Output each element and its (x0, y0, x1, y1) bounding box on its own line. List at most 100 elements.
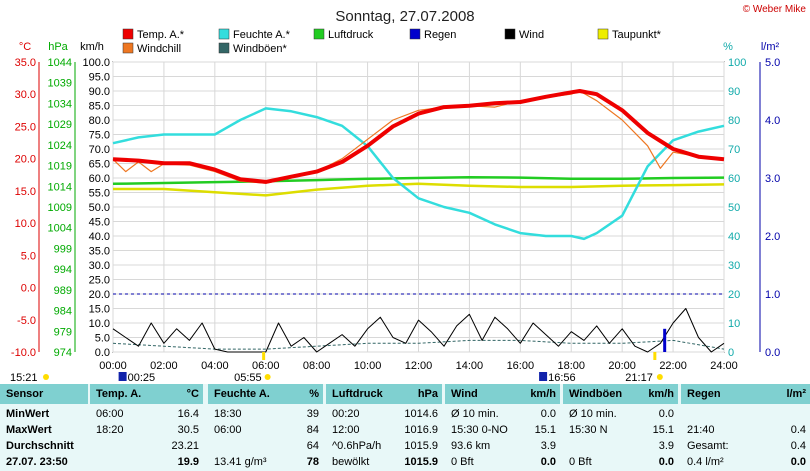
press-tick-label: 1024 (48, 140, 72, 152)
press-tick-label: 1034 (48, 98, 72, 110)
time-tick-label: 22:00 (659, 360, 687, 372)
stats-header-label: Luftdruck (332, 388, 383, 400)
stats-row-label: MinWert (6, 408, 50, 420)
wind-tick-label: 65.0 (89, 159, 110, 171)
series-line (112, 308, 725, 353)
time-tick-label: 10:00 (354, 360, 382, 372)
hum-tick-label: 40 (728, 231, 740, 243)
moonset-time: 00:25 (128, 372, 156, 384)
wind-tick-label: 15.0 (89, 304, 110, 316)
stats-cell-note: 0.4 l/m² (687, 456, 724, 468)
stats-cell-note: 0 Bft (569, 456, 592, 468)
temp-tick-label: 10.0 (15, 218, 36, 230)
legend-swatch (122, 28, 134, 40)
stats-table: Sensor Temp. A. °C Feuchte A.% Luftdruck hPa W… (0, 384, 810, 471)
wind-tick-label: 100.0 (82, 57, 110, 69)
stats-header-label: Regen (687, 388, 721, 400)
press-unit-label: hPa (48, 41, 68, 53)
rain-tick-label: 0.0 (765, 347, 780, 359)
time-tick-label: 06:00 (252, 360, 280, 372)
series-line (112, 89, 725, 184)
stats-cell-note: Gesamt: (687, 440, 729, 452)
stats-cell-value: 3.9 (540, 440, 556, 452)
wind-tick-label: 0.0 (95, 347, 110, 359)
stats-header-bg (563, 384, 678, 404)
stats-cell-value: 78 (306, 456, 319, 468)
copyright-text: © Weber Mike (743, 4, 807, 15)
temp-tick-label: 25.0 (15, 121, 36, 133)
wind-unit-label: km/h (80, 41, 104, 53)
temp-tick-label: -10.0 (11, 347, 36, 359)
press-tick-label: 1004 (48, 223, 72, 235)
wind-tick-label: 90.0 (89, 86, 110, 98)
legend-label: Windchill (137, 43, 181, 55)
stats-header-label: Feuchte A. (214, 388, 270, 400)
sun-moon-row: 15:21 00:25 05:55 16:56 21:17 (10, 352, 663, 384)
hum-tick-label: 100 (728, 57, 746, 69)
stats-cell-value: 19.9 (177, 456, 199, 468)
wind-tick-label: 80.0 (89, 115, 110, 127)
stats-cell-note: bewölkt (332, 456, 370, 468)
stats-cell-value: 0.0 (658, 408, 674, 420)
legend-swatch (504, 28, 516, 40)
stats-header-bg (90, 384, 203, 404)
stats-header-unit: % (309, 388, 319, 400)
stats-cell-value: 0.0 (540, 456, 556, 468)
hum-tick-label: 50 (728, 202, 740, 214)
legend-swatch (597, 28, 609, 40)
stats-header-bg (326, 384, 442, 404)
wind-tick-label: 95.0 (89, 72, 110, 84)
hum-tick-label: 10 (728, 318, 740, 330)
sunset-time: 21:17 (625, 372, 653, 384)
stats-cell-value: 1015.9 (404, 456, 438, 468)
stats-cell-note: 18:20 (96, 424, 124, 436)
grid-lines (112, 61, 725, 353)
stats-cell-note: 00:20 (332, 408, 360, 420)
chart-legend: Temp. A.* Feuchte A.* Luftdruck Regen Wind Ta… (122, 28, 662, 55)
time-tick-label: 02:00 (150, 360, 178, 372)
legend-swatch (409, 28, 421, 40)
time-tick-label: 24:00 (710, 360, 738, 372)
stats-cell-note: ^0.6hPa/h (332, 440, 382, 452)
stats-header-bg (681, 384, 810, 404)
stats-header-unit: km/h (648, 388, 674, 400)
stats-cell-note: 15:30 N (569, 424, 608, 436)
temp-tick-label: 30.0 (15, 89, 36, 101)
stats-cell-value: 64 (306, 440, 319, 452)
legend-label: Taupunkt* (612, 29, 662, 41)
legend-swatch (122, 42, 134, 54)
wind-tick-label: 25.0 (89, 275, 110, 287)
press-tick-label: 1019 (48, 161, 72, 173)
press-tick-label: 1029 (48, 119, 72, 131)
time-tick-label: 12:00 (405, 360, 433, 372)
press-tick-label: 979 (54, 326, 72, 338)
rain-tick-label: 4.0 (765, 115, 780, 127)
sun-icon (43, 374, 49, 380)
legend-swatch (218, 28, 230, 40)
wind-tick-label: 30.0 (89, 260, 110, 272)
stats-cell-value: 0.4 (790, 424, 806, 436)
stats-cell-note: 13.41 g/m³ (214, 456, 267, 468)
press-tick-label: 1014 (48, 181, 72, 193)
temp-tick-label: 20.0 (15, 154, 36, 166)
stats-header-unit: l/m² (786, 388, 806, 400)
wind-tick-label: 55.0 (89, 188, 110, 200)
temp-tick-label: 15.0 (15, 186, 36, 198)
axis-ticks: 100.095.090.085.080.075.070.065.060.055.… (11, 57, 780, 372)
legend-label: Wind (519, 29, 544, 41)
time-tick-label: 04:00 (201, 360, 229, 372)
stats-cell-value: 0.4 (790, 440, 806, 452)
stats-cell-note: 18:30 (214, 408, 242, 420)
press-tick-label: 999 (54, 243, 72, 255)
stats-row-label: Durchschnitt (6, 440, 74, 452)
stats-header-unit: hPa (417, 388, 438, 400)
stats-cell-value: 0.0 (658, 456, 674, 468)
moonrise-time: 16:56 (548, 372, 576, 384)
temp-tick-label: -5.0 (17, 315, 36, 327)
press-tick-label: 994 (54, 264, 72, 276)
legend-swatch (313, 28, 325, 40)
rain-tick-label: 3.0 (765, 173, 780, 185)
stats-header-bg (208, 384, 323, 404)
rain-tick-label: 2.0 (765, 231, 780, 243)
rain-bar (663, 328, 667, 352)
